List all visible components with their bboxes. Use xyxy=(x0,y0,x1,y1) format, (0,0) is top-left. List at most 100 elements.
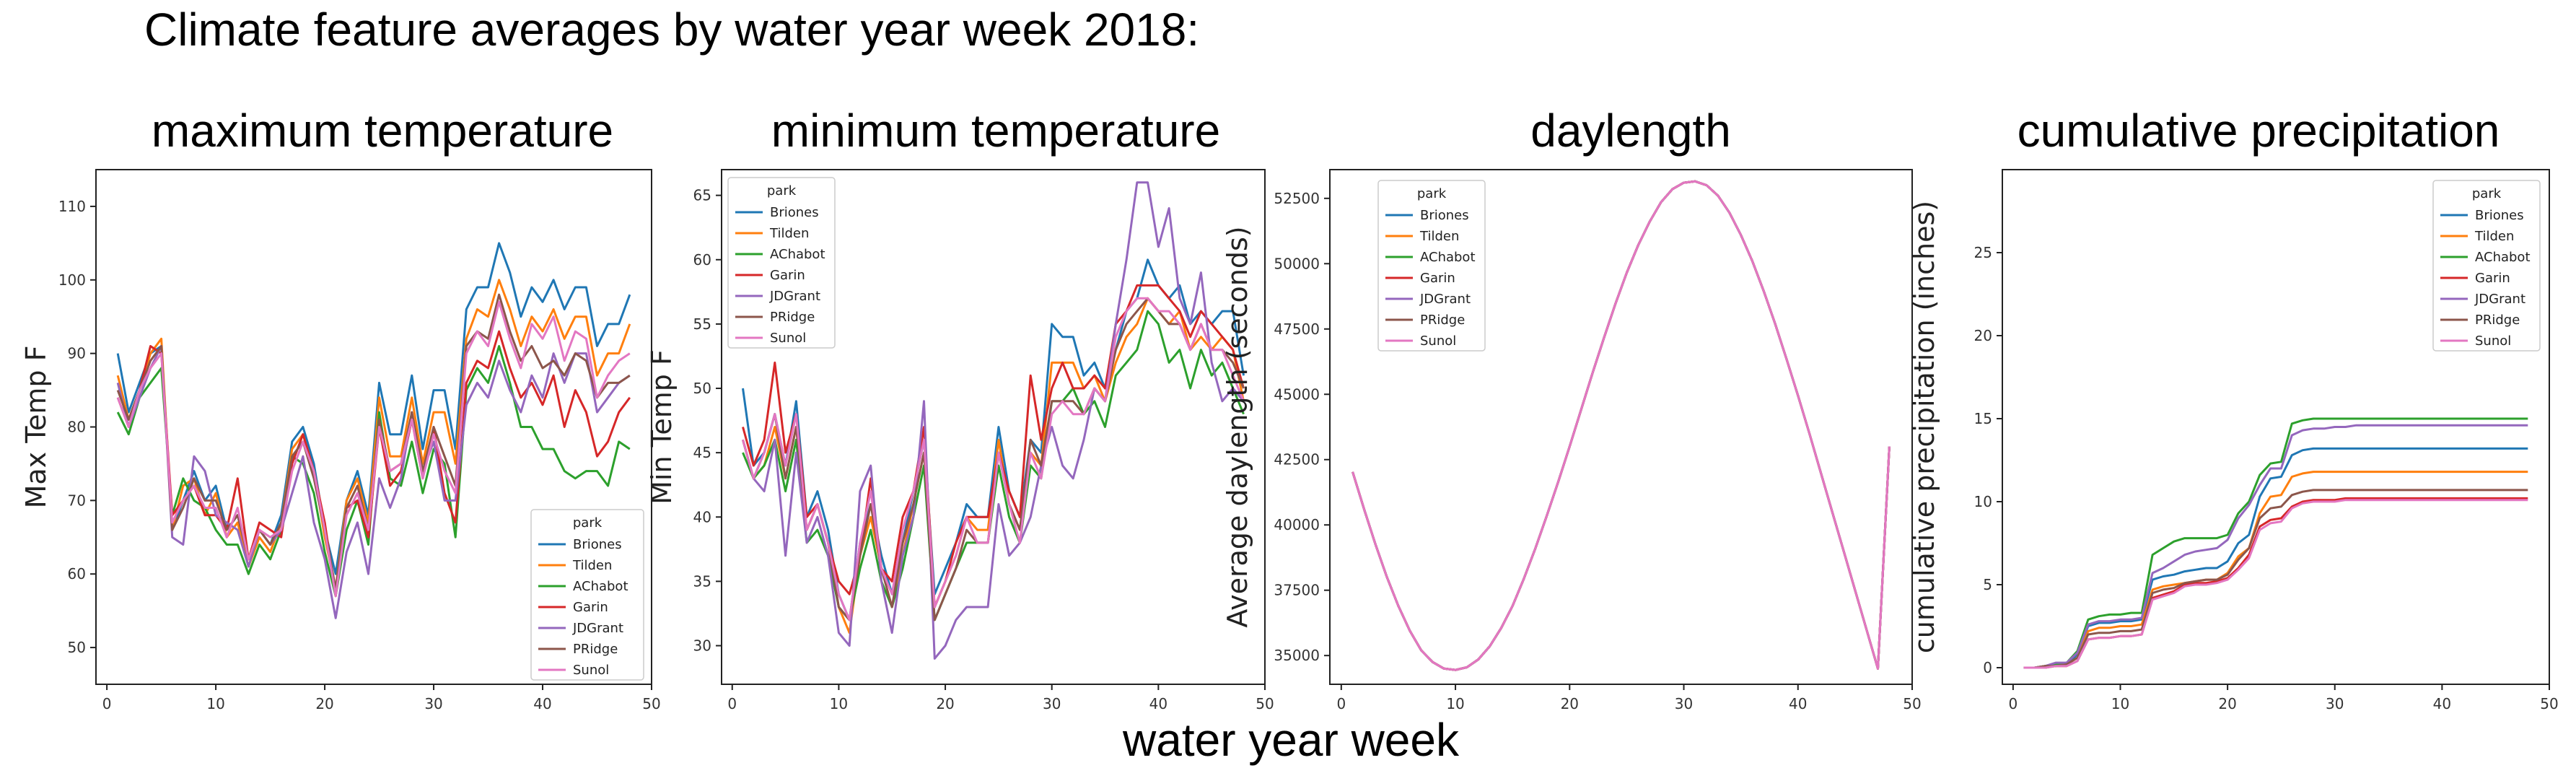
series-line-pridge xyxy=(2023,489,2528,669)
legend-label-achabot: AChabot xyxy=(2475,250,2531,265)
x-tick-label: 50 xyxy=(1903,695,1921,712)
y-axis-label: Max Temp F xyxy=(20,346,52,509)
legend-label-tilden: Tilden xyxy=(2474,229,2514,244)
chart-panel-1: 0 10 20 30 40 50 30 35 40 45 50 55 60 65 Min Temp F par… xyxy=(646,169,1274,712)
panel-title-cumulative-precipitation: cumulative precipitation xyxy=(2017,105,2500,157)
y-tick-label: 10 xyxy=(1974,493,1992,510)
plot-frame xyxy=(1329,169,1913,685)
x-tick-label: 10 xyxy=(2111,695,2129,712)
legend-box xyxy=(1377,180,1486,352)
legend: park Briones Tilden AChabot Garin JDGrant PRid… xyxy=(530,509,644,681)
y-tick-label: 110 xyxy=(58,198,86,215)
x-tick-label: 20 xyxy=(1561,695,1579,712)
panel-title-maximum-temperature: maximum temperature xyxy=(151,105,614,157)
y-tick-label: 30 xyxy=(693,637,711,655)
legend-title: park xyxy=(573,515,603,531)
y-tick-label: 52500 xyxy=(1274,190,1320,207)
y-tick-label: 15 xyxy=(1974,410,1992,427)
y-tick-label: 55 xyxy=(693,315,711,333)
legend-label-sunol: Sunol xyxy=(1420,333,1456,349)
y-tick-label: 45 xyxy=(693,444,711,461)
y-tick-label: 40000 xyxy=(1274,516,1320,533)
series-line-jdgrant xyxy=(742,181,1245,660)
legend-label-briones: Briones xyxy=(2475,208,2524,223)
series-line-sunol xyxy=(2023,499,2528,669)
chart-panel-2: 0 10 20 30 40 50 35000 37500 40000 42500 45000 4750… xyxy=(1222,169,1922,712)
series-line-briones xyxy=(2023,447,2528,669)
x-tick-label: 30 xyxy=(1043,695,1061,712)
x-tick-label: 30 xyxy=(424,695,442,712)
series-line-garin xyxy=(2023,497,2528,669)
legend-label-garin: Garin xyxy=(2475,271,2510,286)
y-axis-label: Min Temp F xyxy=(646,349,678,505)
y-tick-label: 50000 xyxy=(1274,255,1320,272)
x-tick-label: 10 xyxy=(1446,695,1464,712)
y-tick-label: 42500 xyxy=(1274,451,1320,468)
legend: park Briones Tilden AChabot Garin JDGrant PRid… xyxy=(2432,180,2541,352)
x-tick-label: 30 xyxy=(2326,695,2344,712)
series-line-sunol xyxy=(742,297,1245,621)
legend-label-sunol: Sunol xyxy=(770,331,806,346)
x-tick-label: 10 xyxy=(206,695,224,712)
legend-label-jdgrant: JDGrant xyxy=(572,621,623,636)
y-tick-label: 25 xyxy=(1974,244,1992,261)
y-tick-label: 60 xyxy=(693,251,711,269)
x-tick-label: 0 xyxy=(1336,695,1346,712)
legend-label-tilden: Tilden xyxy=(769,226,809,241)
y-tick-label: 5 xyxy=(1983,576,1992,593)
legend-label-briones: Briones xyxy=(770,205,819,220)
legend-box xyxy=(2432,180,2541,352)
x-tick-label: 30 xyxy=(1675,695,1693,712)
legend-label-pridge: PRidge xyxy=(2475,313,2520,328)
series-line-achabot xyxy=(2023,417,2528,669)
y-tick-label: 37500 xyxy=(1274,582,1320,599)
y-tick-label: 47500 xyxy=(1274,320,1320,338)
legend-label-garin: Garin xyxy=(573,600,608,615)
y-tick-label: 50 xyxy=(68,639,86,656)
legend-box xyxy=(727,177,836,349)
x-tick-label: 20 xyxy=(315,695,333,712)
legend-label-sunol: Sunol xyxy=(573,663,609,678)
legend-label-jdgrant: JDGrant xyxy=(1419,292,1471,307)
legend-label-pridge: PRidge xyxy=(1420,313,1465,328)
legend-title: park xyxy=(2472,186,2502,201)
legend: park Briones Tilden AChabot Garin JDGrant PRid… xyxy=(1377,180,1486,352)
legend-label-sunol: Sunol xyxy=(2475,333,2511,349)
panel-title-daylength: daylength xyxy=(1530,105,1731,157)
legend-box xyxy=(530,509,644,681)
legend-label-garin: Garin xyxy=(770,268,805,283)
panel-title-minimum-temperature: minimum temperature xyxy=(771,105,1221,157)
chart-panel-3: 0 10 20 30 40 50 0 5 10 15 20 25 cumulative precipit… xyxy=(1909,169,2559,712)
legend-label-tilden: Tilden xyxy=(572,558,612,573)
legend-label-achabot: AChabot xyxy=(1420,250,1476,265)
x-tick-label: 50 xyxy=(1256,695,1274,712)
shared-x-axis-label: water year week xyxy=(1123,714,1459,766)
y-tick-label: 90 xyxy=(68,345,86,362)
chart-panel-0: 0 10 20 30 40 50 50 60 70 80 90 100 110 Max Temp F par… xyxy=(20,169,661,712)
legend-label-jdgrant: JDGrant xyxy=(2474,292,2525,307)
y-tick-label: 65 xyxy=(693,187,711,204)
x-tick-label: 40 xyxy=(1149,695,1167,712)
legend-label-garin: Garin xyxy=(1420,271,1455,286)
y-tick-label: 80 xyxy=(68,419,86,436)
series-line-tilden xyxy=(2023,471,2528,669)
series-line-jdgrant xyxy=(2023,424,2528,669)
y-tick-label: 40 xyxy=(693,508,711,525)
x-tick-label: 40 xyxy=(2433,695,2451,712)
x-tick-label: 0 xyxy=(102,695,112,712)
legend-label-achabot: AChabot xyxy=(770,247,825,262)
legend-title: park xyxy=(1417,186,1447,201)
series-line-jdgrant xyxy=(116,345,631,619)
plot-frame xyxy=(721,169,1266,685)
y-axis-label: cumulative precipitation (inches) xyxy=(1909,201,1940,653)
y-tick-label: 70 xyxy=(68,492,86,509)
y-tick-label: 45000 xyxy=(1274,385,1320,403)
y-axis-label: Average daylength (seconds) xyxy=(1222,226,1253,627)
figure-title: Climate feature averages by water year w… xyxy=(144,4,1200,56)
y-tick-label: 20 xyxy=(1974,327,1992,344)
x-tick-label: 20 xyxy=(2218,695,2236,712)
series-line-sunol xyxy=(1351,180,1891,671)
legend-label-pridge: PRidge xyxy=(770,310,815,325)
legend-label-achabot: AChabot xyxy=(573,579,628,594)
x-tick-label: 10 xyxy=(830,695,848,712)
